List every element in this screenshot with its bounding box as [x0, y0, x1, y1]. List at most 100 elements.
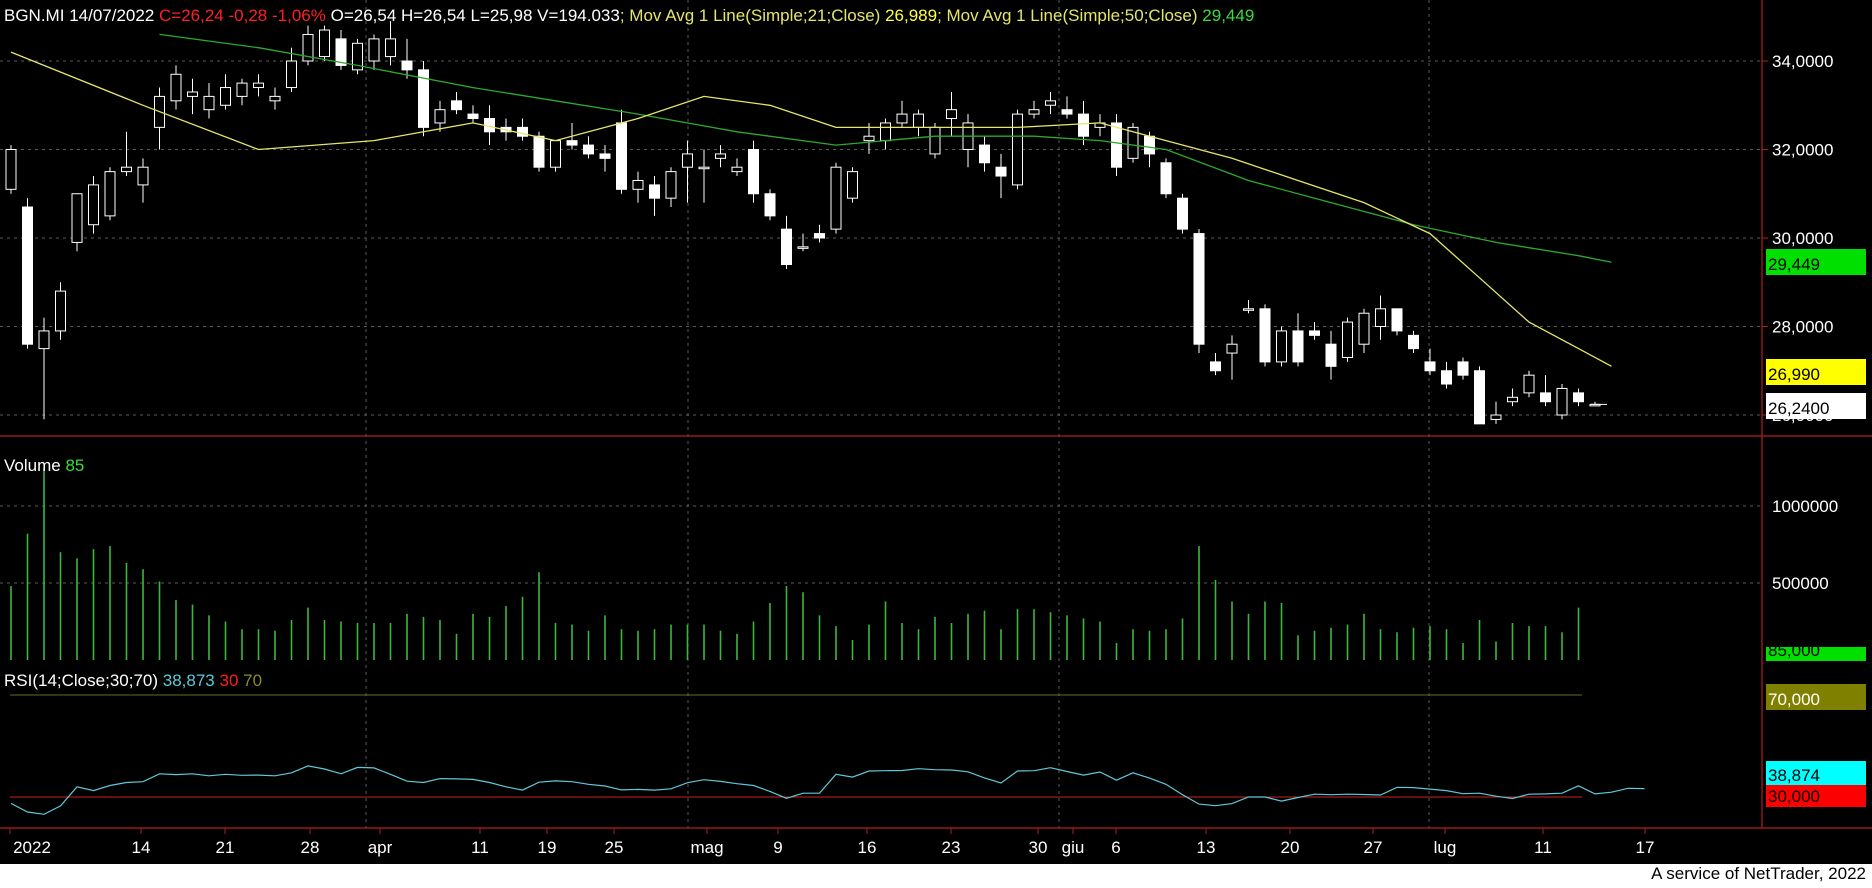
candle-up [1276, 330, 1287, 363]
candle-up [220, 87, 231, 106]
candle-down [418, 69, 429, 128]
candle-down [1457, 361, 1469, 376]
price-tick-label: 30,0000 [1772, 229, 1833, 248]
candle-up [1028, 109, 1040, 115]
candle-up [1012, 113, 1023, 186]
change-percent: -1,06% [271, 6, 326, 25]
x-axis-label: 11 [1534, 838, 1552, 857]
candle-down [995, 166, 1007, 177]
candle-up [913, 113, 924, 128]
volume-axis-tag: 85,000 [1768, 641, 1820, 660]
ma21-axis-tag: 26,990 [1768, 365, 1820, 384]
rsi-line [10, 765, 1645, 815]
candle-up [863, 135, 875, 142]
candle-down [814, 233, 825, 239]
rsi-header: RSI(14;Close;30;70) 38,873 30 70 [4, 671, 262, 691]
rsi-low-axis-tag-bg [1766, 785, 1866, 807]
candle-up [187, 91, 198, 97]
x-axis-label: 28 [301, 838, 320, 857]
candle-up [38, 330, 50, 350]
x-axis-label: lug [1434, 838, 1457, 857]
candle-up [946, 109, 957, 120]
axis-labels: 34,000032,000030,000028,000026,000010000… [0, 52, 1872, 888]
candle-up [269, 95, 281, 102]
price-pane[interactable] [5, 21, 1612, 425]
ma21-label: ; Mov Avg 1 Line(Simple;21;Close) [619, 6, 881, 25]
x-axis-label: 6 [1111, 838, 1120, 857]
ma50-label: ; Mov Avg 1 Line(Simple;50;Close) [937, 6, 1198, 25]
volume-tick-label: 1000000 [1772, 497, 1838, 516]
candle-up [929, 126, 941, 155]
pane-separators [0, 0, 1872, 829]
candle-down [1474, 370, 1485, 425]
candle-down [1259, 308, 1271, 363]
close-value: C=26,24 [159, 6, 224, 25]
candle-up [550, 140, 561, 168]
price-tick-label: 32,0000 [1772, 141, 1833, 160]
x-axis-label: 14 [132, 838, 151, 857]
candle-up [71, 193, 83, 243]
candle-up [830, 166, 842, 230]
rsi-label: RSI(14;Close;30;70) [4, 671, 159, 690]
volume-label: Volume [4, 456, 61, 475]
candle-down [1193, 233, 1205, 345]
candle-down [616, 122, 627, 190]
rsi-low: 30 [219, 671, 239, 690]
x-axis-label: 21 [216, 838, 235, 857]
rsi-pane[interactable] [10, 694, 1645, 815]
volume-pane[interactable] [10, 467, 1580, 661]
candle-up [1375, 308, 1386, 327]
credit-strip [0, 864, 1872, 888]
candle-down [401, 60, 413, 71]
candle-down [467, 113, 479, 120]
candle-up [368, 38, 380, 62]
candle-down [1061, 109, 1073, 115]
candle-down [22, 206, 33, 345]
rsi-value-axis-tag: 38,874 [1768, 766, 1820, 785]
volume-axis-tag-bg [1766, 647, 1866, 661]
x-axis-label: apr [368, 838, 393, 857]
candle-up [797, 246, 809, 249]
ma50-line [159, 33, 1612, 263]
x-axis-label: 19 [538, 838, 557, 857]
candle-up [1127, 126, 1139, 159]
x-axis-label: 23 [942, 838, 961, 857]
candle-up [121, 166, 132, 173]
candle-up [170, 73, 182, 102]
candle-up [55, 290, 66, 332]
candle-up [715, 153, 726, 159]
candle-up [1507, 396, 1518, 403]
candle-down [649, 184, 660, 199]
candle-up [352, 42, 363, 71]
candle-up [302, 33, 314, 62]
candle-down [1573, 392, 1584, 403]
candle-up [104, 171, 116, 217]
candle-down [1424, 361, 1436, 372]
candle-down [781, 228, 792, 266]
candle-up [253, 82, 264, 89]
candle-down [1441, 370, 1452, 385]
candle-up [385, 38, 396, 58]
ohlv-values: O=26,54 H=26,54 L=25,98 V=194.033 [330, 6, 620, 25]
candle-down [1144, 135, 1155, 155]
candle-up [1358, 312, 1370, 345]
candle-up [203, 95, 215, 111]
candle-down [599, 153, 611, 159]
x-axis-label: 11 [471, 838, 489, 857]
ma21-value: 26,989 [885, 6, 938, 25]
candle-down [748, 149, 759, 195]
candle-up [434, 109, 446, 124]
rsi-low-axis-tag: 30,000 [1768, 787, 1820, 806]
x-axis-label: 17 [1636, 838, 1655, 857]
candle-down [764, 193, 776, 217]
candle-up [682, 153, 693, 168]
candle-down [1177, 197, 1188, 230]
candle-down [451, 100, 462, 111]
price-header: BGN.MI 14/07/2022 C=26,24 -0,28 -1,06% O… [4, 6, 1254, 26]
candle-up [1243, 308, 1254, 311]
rsi-high-axis-tag: 70,000 [1768, 690, 1820, 709]
candle-down [979, 144, 990, 164]
candle-down [1078, 113, 1089, 137]
candle-down [1292, 330, 1304, 363]
